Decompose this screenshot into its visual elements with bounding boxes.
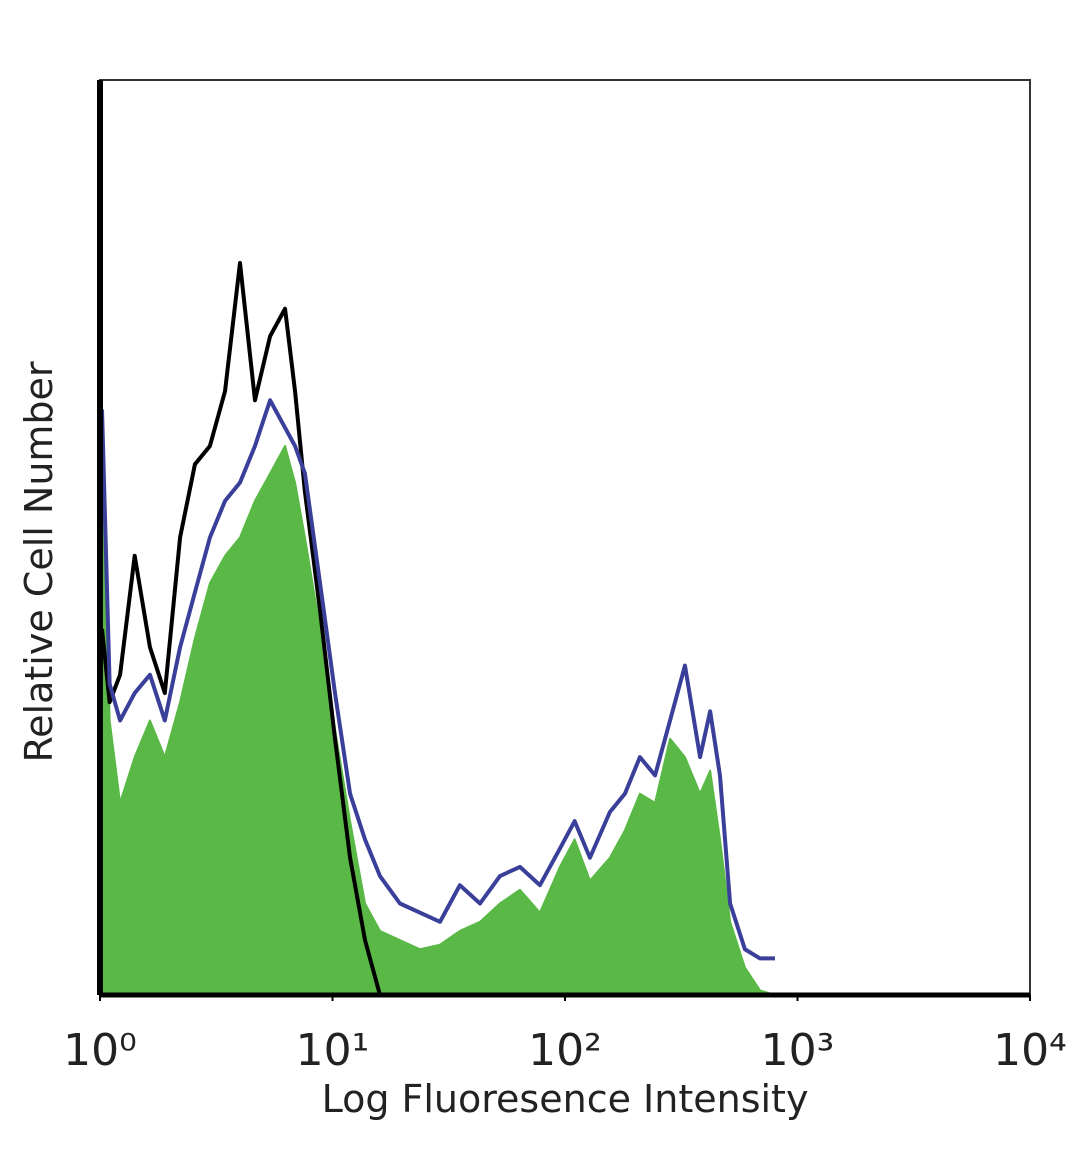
y-axis-label: Relative Cell Number	[17, 361, 61, 762]
area-fill	[101, 409, 775, 995]
x-tick-label: 10²	[528, 1025, 602, 1076]
series-line	[101, 409, 776, 996]
x-axis-label: Log Fluoresence Intensity	[322, 1077, 809, 1121]
x-tick-label: 10⁴	[993, 1025, 1067, 1076]
x-tick-label: 10³	[761, 1025, 835, 1076]
x-tick-label: 10⁰	[63, 1025, 137, 1076]
x-tick-label: 10¹	[296, 1025, 370, 1076]
series-line	[100, 261, 382, 996]
series-line	[100, 398, 775, 961]
